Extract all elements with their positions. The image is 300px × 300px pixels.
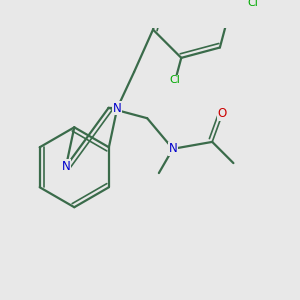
Text: N: N <box>169 142 177 155</box>
Text: N: N <box>61 160 70 173</box>
Text: O: O <box>218 107 227 120</box>
Text: Cl: Cl <box>170 75 181 85</box>
Text: Cl: Cl <box>247 0 258 8</box>
Text: N: N <box>113 102 122 115</box>
